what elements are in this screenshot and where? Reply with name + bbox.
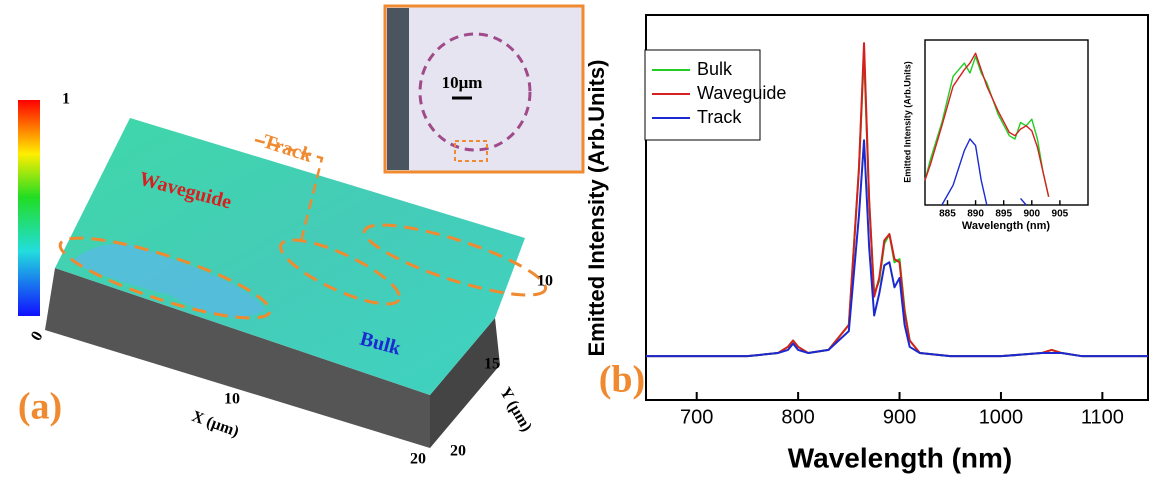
x-tick-label: 905 — [1052, 209, 1069, 220]
y-tick-label: 20 — [450, 443, 466, 460]
micrograph — [385, 6, 583, 172]
x-axis-label: Wavelength (nm) — [962, 220, 1051, 232]
figure: 1 0 Track Waveguide Bulk (a) X (μm) 10 2… — [0, 0, 1150, 479]
x-tick-label: 800 — [781, 406, 814, 428]
panel-label: (a) — [18, 386, 62, 428]
y-axis-label: Emitted Intensity (Arb.Units) — [584, 59, 609, 356]
y-axis-label: Emitted Intensity (Arb.Units) — [902, 61, 912, 183]
panel-label: (b) — [599, 359, 645, 401]
x-tick-label: 1100 — [1081, 406, 1124, 428]
scale-label: 10μm — [442, 73, 483, 92]
colorbar-max: 1 — [62, 91, 70, 108]
micrograph-inset: 10μm — [385, 6, 583, 172]
origin-label: 0 — [28, 328, 47, 343]
x-tick-label: 895 — [995, 209, 1012, 220]
y-tick-label: 15 — [484, 356, 500, 373]
x-tick-label: 20 — [410, 451, 426, 468]
y-tick-label: 10 — [537, 273, 553, 290]
legend-label: Bulk — [697, 59, 733, 79]
x-tick-label: 700 — [680, 406, 713, 428]
x-axis-label: X (μm) — [190, 408, 241, 441]
colorbar — [18, 100, 40, 316]
x-tick-label: 885 — [939, 209, 956, 220]
legend-label: Track — [697, 107, 742, 127]
x-tick-label: 900 — [883, 406, 916, 428]
plot-frame — [925, 40, 1088, 205]
x-tick-label: 900 — [1023, 209, 1040, 220]
x-tick-label: 890 — [967, 209, 984, 220]
x-axis-label: Wavelength (nm) — [788, 442, 1013, 473]
edge — [387, 8, 409, 170]
y-axis-label: Y (μm) — [496, 385, 535, 435]
legend-label: Waveguide — [697, 83, 786, 103]
x-tick-label: 10 — [224, 391, 240, 408]
x-tick-label: 1000 — [979, 406, 1024, 428]
